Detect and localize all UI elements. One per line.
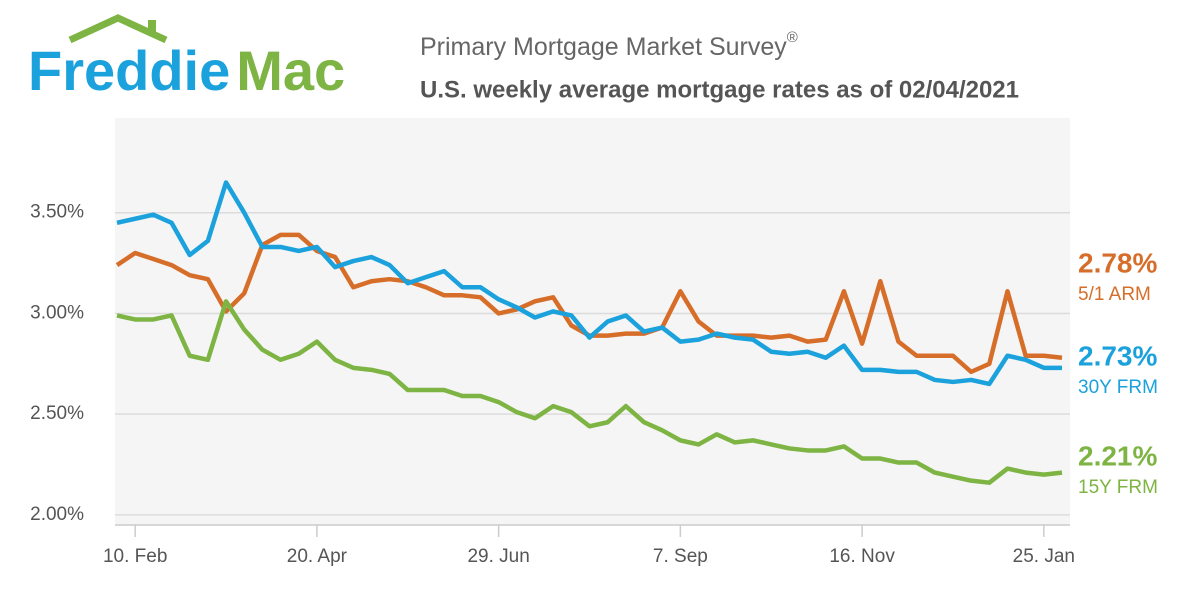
x-tick-label: 10. Feb <box>103 546 167 567</box>
y-tick-label: 2.50% <box>30 403 84 424</box>
end-value-label: 2.78% <box>1078 247 1157 278</box>
logo-freddie: Freddie <box>28 39 230 102</box>
y-tick-label: 2.00% <box>30 504 84 525</box>
end-value-label: 2.21% <box>1078 440 1157 471</box>
x-tick-label: 7. Sep <box>653 546 708 567</box>
series-line <box>116 299 1063 485</box>
y-tick-label: 3.50% <box>30 202 84 223</box>
legend-label: 5/1 ARM <box>1078 284 1151 305</box>
legend-label: 15Y FRM <box>1078 477 1158 498</box>
x-tick-label: 29. Jun <box>467 546 529 567</box>
title-text: Primary Mortgage Market Survey <box>420 33 787 61</box>
end-value-label: 2.73% <box>1078 340 1157 371</box>
plot-area <box>115 118 1070 525</box>
legend-label: 30Y FRM <box>1078 377 1158 398</box>
chart-subtitle: U.S. weekly average mortgage rates as of… <box>420 76 1019 103</box>
x-tick-label: 16. Nov <box>829 546 895 567</box>
logo-chimney <box>148 20 156 34</box>
x-tick-label: 25. Jan <box>1013 546 1075 567</box>
logo-mac: Mac <box>236 39 345 102</box>
chart-title: Primary Mortgage Market Survey® <box>420 29 798 61</box>
x-tick-label: 20. Apr <box>287 546 348 567</box>
series-line <box>116 180 1062 387</box>
title-mark: ® <box>787 29 798 46</box>
y-tick-label: 3.00% <box>30 302 84 323</box>
logo: Freddie Mac <box>28 39 345 102</box>
